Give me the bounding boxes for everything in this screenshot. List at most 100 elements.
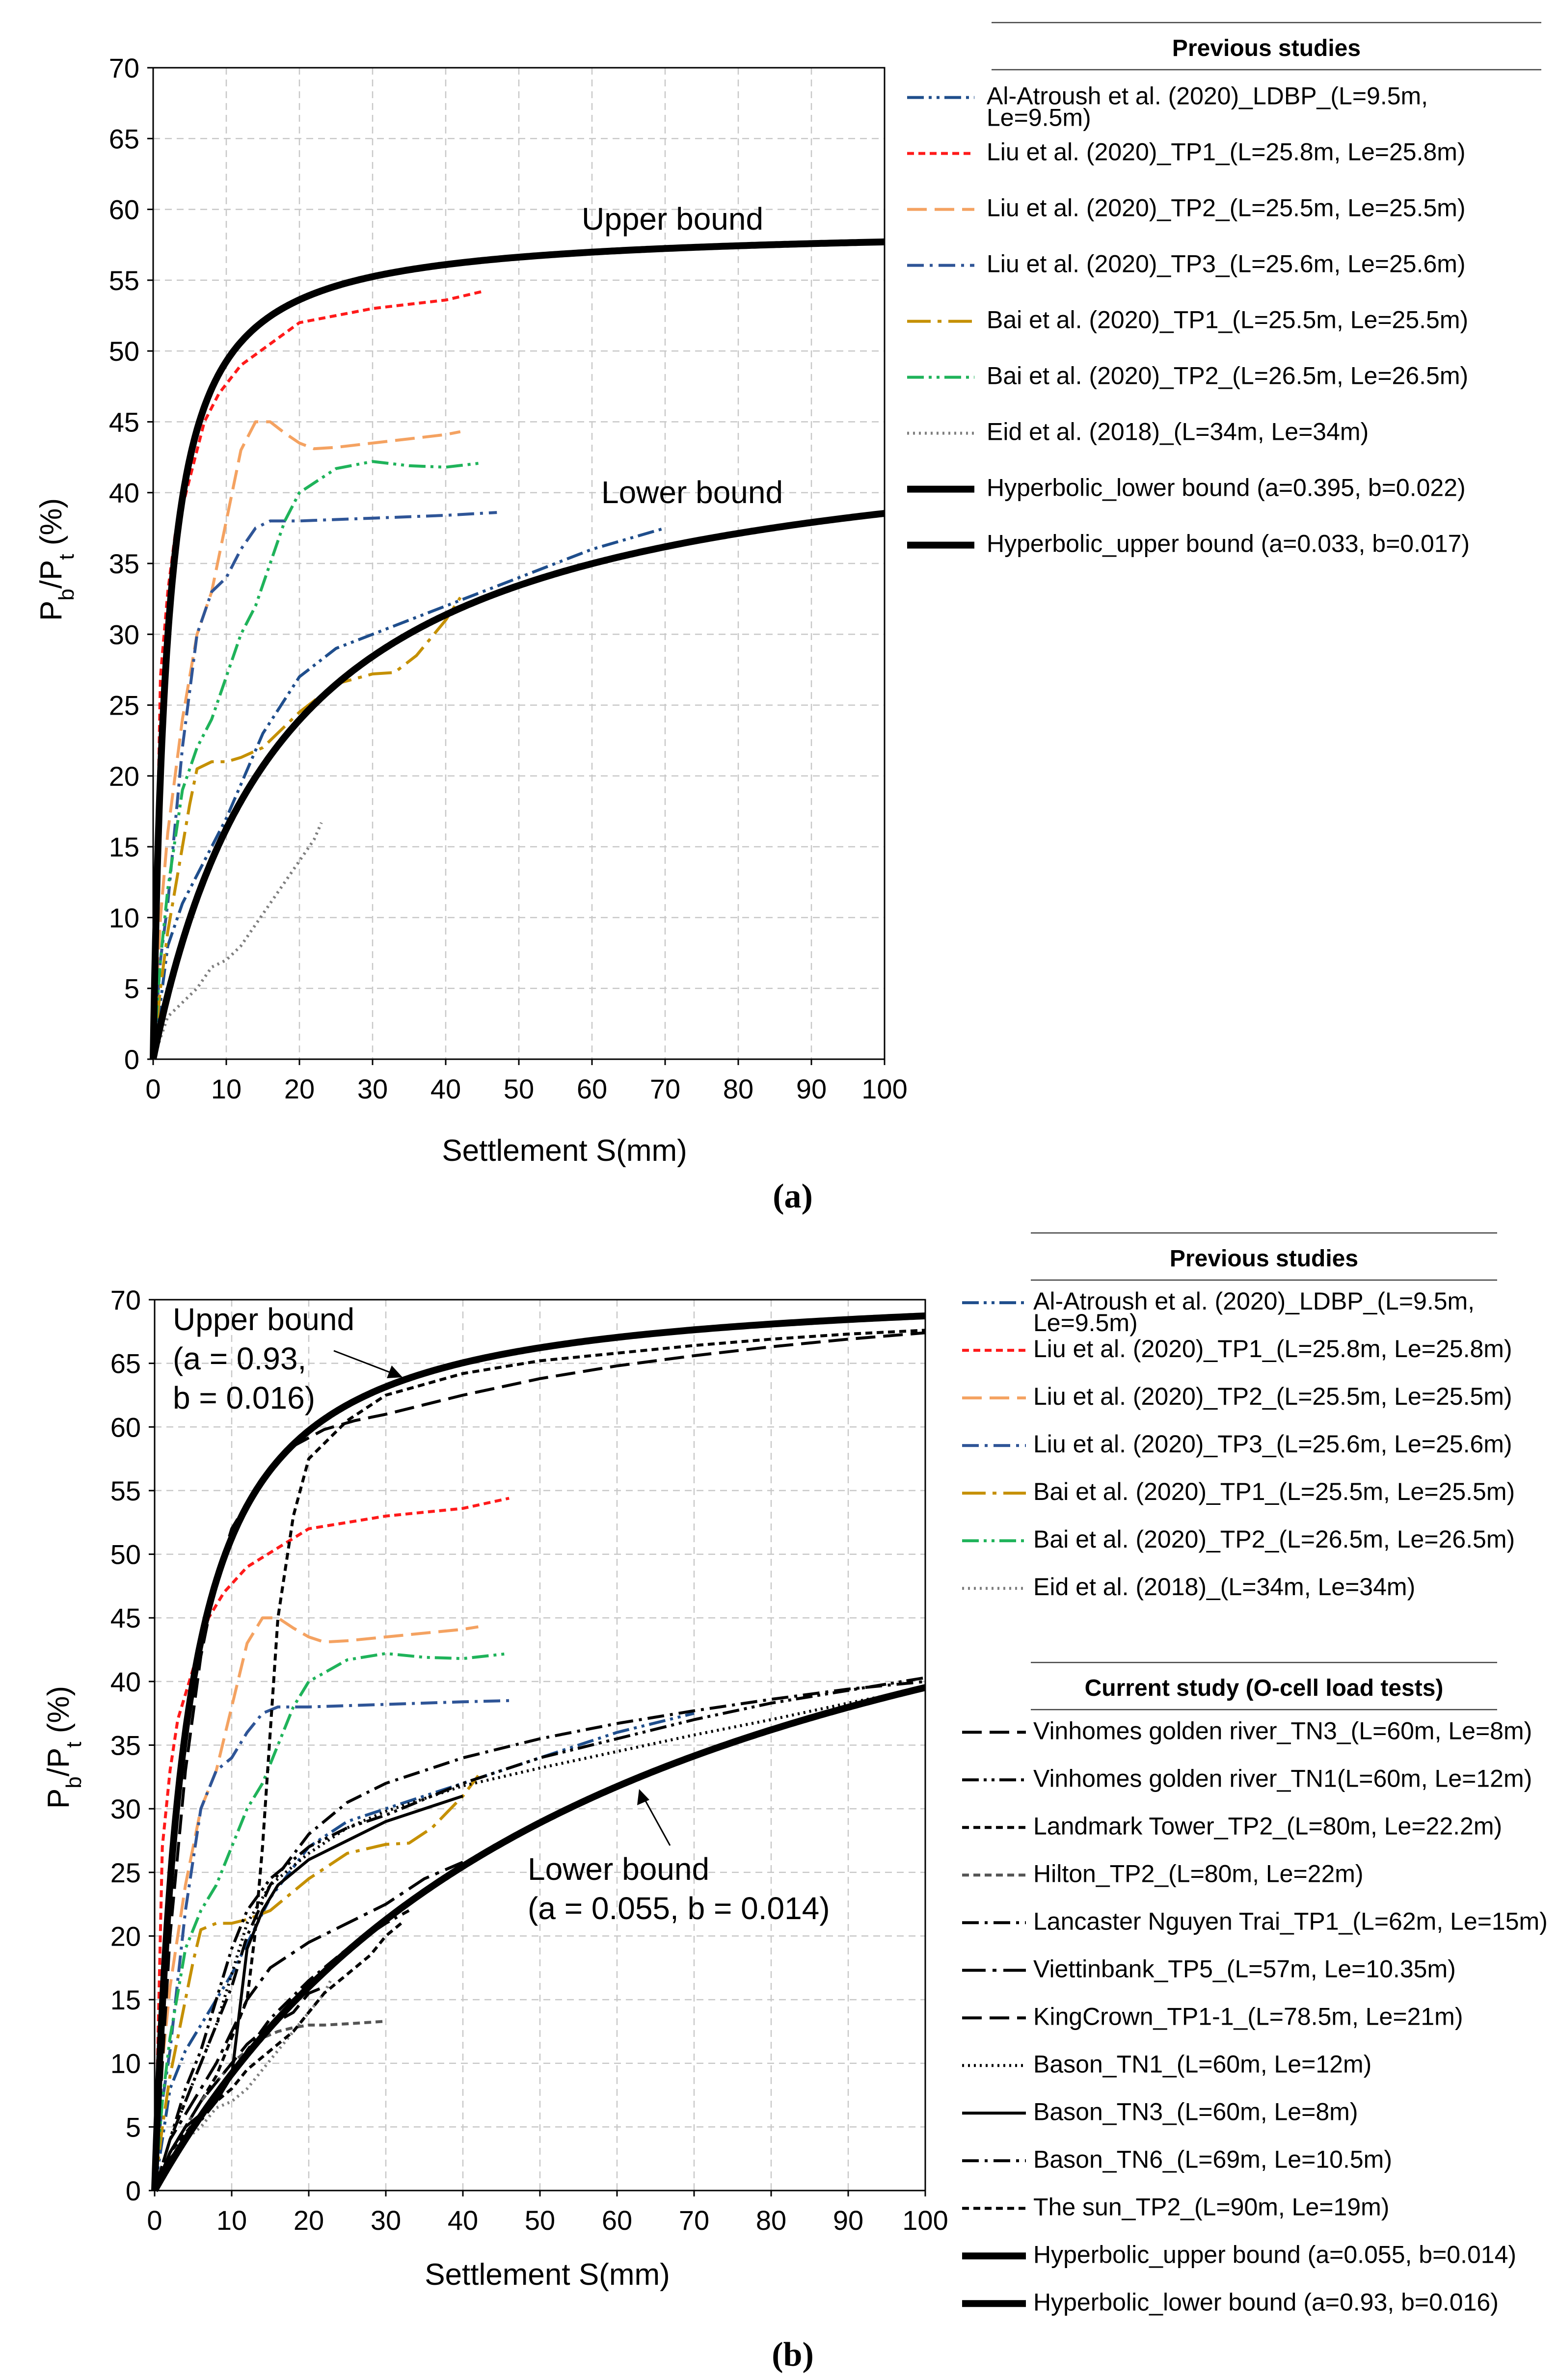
series-line — [152, 460, 483, 1060]
x-tick-label: 60 — [602, 2205, 632, 2236]
series-line — [153, 1699, 510, 2191]
annotation-lower-bound-a: Lower bound — [601, 475, 783, 510]
y-tick-label: 40 — [109, 478, 139, 508]
legend-label: Bai et al. (2020)_TP2_(L=26.5m, Le=26.5m… — [987, 362, 1468, 390]
legend-label: The sun_TP2_(L=90m, Le=19m) — [1033, 2193, 1389, 2220]
y-tick-label: 0 — [126, 2175, 141, 2206]
y-tick-label: 45 — [109, 406, 139, 437]
series-line — [153, 1977, 333, 2192]
x-ticks-a: 0 10 20 30 40 50 60 70 80 90 100 — [145, 1059, 908, 1104]
legend-label: Landmark Tower_TP2_(L=80m, Le=22.2m) — [1033, 1812, 1502, 1840]
legend-label: Eid et al. (2018)_(L=34m, Le=34m) — [1033, 1573, 1415, 1601]
series-line — [153, 1686, 926, 2191]
x-tick-label: 40 — [448, 2205, 478, 2236]
y-tick-label: 30 — [109, 619, 139, 650]
annotation-upper-bound-a: Upper bound — [582, 201, 763, 237]
y-tick-label: 10 — [109, 902, 139, 933]
legend-label: Bai et al. (2020)_TP2_(L=26.5m, Le=26.5m… — [1033, 1525, 1515, 1553]
panel-label-a: (a) — [773, 1177, 813, 1215]
y-tick-label: 35 — [109, 548, 139, 579]
panel-a: 0 5 10 15 20 25 30 35 40 45 50 55 60 65 70 0 10 20 30 40 50… — [34, 22, 1541, 1215]
legend-label: Hyperbolic_lower bound (a=0.93, b=0.016) — [1033, 2288, 1499, 2316]
series-line — [153, 1497, 510, 2191]
x-tick-label: 0 — [145, 1073, 161, 1104]
y-tick-label: 10 — [110, 2048, 141, 2079]
series-layer-b — [151, 1312, 926, 2194]
y-tick-label: 30 — [110, 1793, 141, 1824]
series-line — [153, 1861, 464, 2191]
x-tick-label: 80 — [723, 1073, 753, 1104]
legend-label: Lancaster Nguyen Trai_TP1_(L=62m, Le=15m… — [1033, 1907, 1548, 1935]
lower-bound-arrow-line — [642, 1796, 671, 1846]
x-tick-label: 10 — [216, 2205, 247, 2236]
upper-bound-arrow-line — [333, 1350, 396, 1375]
series-line — [151, 1684, 926, 2194]
series-line — [152, 822, 323, 1060]
legend-label: Vinhomes golden river_TN3_(L=60m, Le=8m) — [1033, 1717, 1532, 1744]
x-tick-label: 50 — [525, 2205, 555, 2236]
legend-heading: Current study (O-cell load tests) — [1085, 1675, 1444, 1701]
legend-label: Bason_TN6_(L=69m, Le=10.5m) — [1033, 2145, 1392, 2173]
y-tick-label: 50 — [109, 336, 139, 367]
y-ticks-a: 0 5 10 15 20 25 30 35 40 45 50 55 60 65 70 — [109, 53, 153, 1075]
y-tick-label: 20 — [109, 761, 139, 792]
legend-label: Hilton_TP2_(L=80m, Le=22m) — [1033, 1860, 1364, 1887]
y-tick-label: 55 — [110, 1475, 141, 1506]
series-line — [152, 420, 461, 1060]
y-tick-label: 60 — [110, 1412, 141, 1443]
y-tick-label: 20 — [110, 1921, 141, 1952]
legend-label: Liu et al. (2020)_TP2_(L=25.5m, Le=25.5m… — [987, 194, 1466, 222]
x-tick-label: 80 — [756, 2205, 786, 2236]
y-tick-label: 5 — [124, 973, 139, 1004]
annotation-upper-bound-b-value: b = 0.016) — [173, 1380, 315, 1416]
series-line — [150, 510, 885, 1063]
legend-label: Bason_TN1_(L=60m, Le=12m) — [1033, 2050, 1371, 2078]
lower-bound-arrowhead — [637, 1789, 649, 1805]
series-line — [153, 1794, 463, 2192]
upper-bound-arrowhead — [387, 1365, 403, 1378]
legend-heading: Previous studies — [1172, 35, 1361, 61]
legend-label: Hyperbolic_upper bound (a=0.055, b=0.014… — [1033, 2241, 1516, 2268]
panel-label-b: (b) — [772, 2336, 814, 2374]
annotation-upper-bound-a-value: (a = 0.93, — [173, 1341, 306, 1376]
y-tick-label: 15 — [110, 1984, 141, 2015]
x-tick-label: 50 — [504, 1073, 534, 1104]
x-tick-label: 10 — [211, 1073, 242, 1104]
y-tick-label: 65 — [109, 123, 139, 154]
x-tick-label: 70 — [679, 2205, 709, 2236]
annotation-lower-bound-b: Lower bound — [528, 1851, 709, 1887]
series-line — [152, 511, 497, 1060]
legend-label: Al-Atroush et al. (2020)_LDBP_(L=9.5m, — [1033, 1287, 1475, 1315]
x-tick-label: 70 — [650, 1073, 680, 1104]
y-tick-label: 35 — [110, 1730, 141, 1761]
series-line — [153, 1616, 479, 2191]
legend-label: Liu et al. (2020)_TP1_(L=25.8m, Le=25.8m… — [987, 138, 1466, 166]
grid-a — [153, 68, 885, 1059]
legend-label: Bai et al. (2020)_TP1_(L=25.5m, Le=25.5m… — [987, 306, 1468, 334]
y-tick-label: 55 — [109, 265, 139, 296]
legend-label: Vinhomes golden river_TN1(L=60m, Le=12m) — [1033, 1765, 1532, 1792]
x-tick-label: 30 — [371, 2205, 401, 2236]
legend-label: Eid et al. (2018)_(L=34m, Le=34m) — [987, 418, 1369, 446]
series-line — [152, 527, 666, 1060]
x-tick-label: 30 — [357, 1073, 388, 1104]
legend-label: Hyperbolic_lower bound (a=0.395, b=0.022… — [987, 474, 1466, 502]
y-tick-label: 65 — [110, 1348, 141, 1379]
series-line — [153, 2020, 386, 2192]
y-ticks-b: 0 5 10 15 20 25 30 35 40 45 50 55 60 65 70 — [110, 1284, 155, 2206]
series-line — [153, 1331, 926, 2191]
series-line — [153, 1329, 926, 2192]
series-line — [152, 596, 462, 1060]
legend-label: Liu et al. (2020)_TP3_(L=25.6m, Le=25.6m… — [1033, 1430, 1512, 1458]
annotation-lower-bound-values: (a = 0.055, b = 0.014) — [528, 1891, 830, 1926]
series-layer-a — [150, 238, 885, 1063]
legend-label: Liu et al. (2020)_TP2_(L=25.5m, Le=25.5m… — [1033, 1383, 1512, 1410]
legend-label: Al-Atroush et al. (2020)_LDBP_(L=9.5m, — [987, 82, 1428, 110]
legend-label-cont: Le=9.5m) — [987, 104, 1091, 132]
legend-label: Bason_TN3_(L=60m, Le=8m) — [1033, 2098, 1358, 2125]
legend-label: Bai et al. (2020)_TP1_(L=25.5m, Le=25.5m… — [1033, 1478, 1515, 1505]
series-line — [153, 1909, 410, 2192]
legend-label: Liu et al. (2020)_TP1_(L=25.8m, Le=25.8m… — [1033, 1335, 1512, 1363]
annotation-upper-bound-b: Upper bound — [173, 1302, 354, 1337]
